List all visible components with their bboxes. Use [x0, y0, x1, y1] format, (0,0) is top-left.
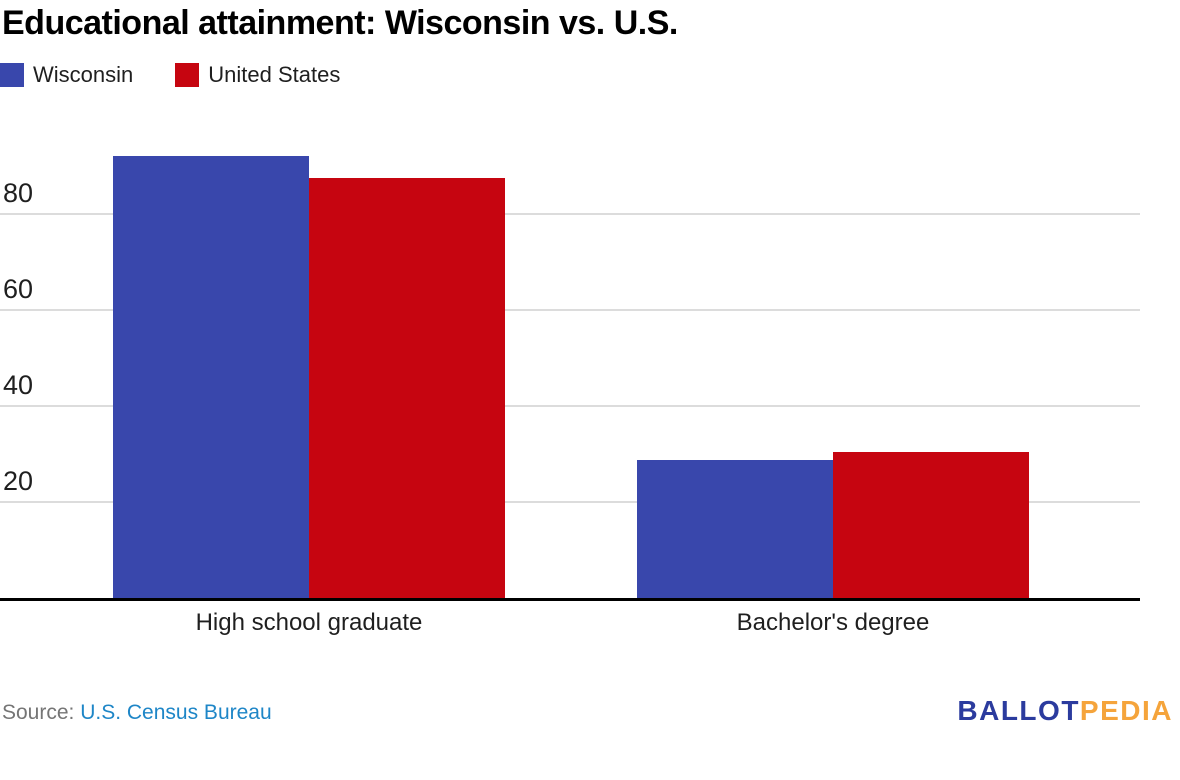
united-states-swatch-icon	[175, 63, 200, 87]
y-axis-label-20: 20	[3, 466, 34, 496]
ballotpedia-logo: BALLOTPEDIA	[957, 695, 1173, 727]
gridline-20	[0, 501, 1140, 503]
legend-item-wisconsin: Wisconsin	[0, 63, 133, 87]
legend-label-wisconsin: Wisconsin	[33, 62, 134, 87]
gridline-40	[0, 405, 1140, 407]
page-title: Educational attainment: Wisconsin vs. U.…	[2, 4, 678, 42]
category-label-high-school: High school graduate	[195, 609, 423, 636]
bar-united-states-cat0	[309, 177, 505, 598]
y-axis-label-60: 60	[3, 274, 34, 304]
bar-wisconsin-cat1	[637, 459, 833, 598]
bar-united-states-cat1	[833, 451, 1029, 598]
category-label-bachelors: Bachelor's degree	[736, 609, 930, 636]
wisconsin-swatch-icon	[0, 63, 24, 87]
plot-area: 20 40 60 80	[0, 121, 1140, 601]
logo-ballot: BALLOT	[957, 695, 1080, 726]
legend-label-united-states: United States	[208, 62, 341, 87]
legend-item-united-states: United States	[175, 63, 340, 87]
source-line: Source: U.S. Census Bureau	[2, 701, 272, 725]
gridline-80	[0, 213, 1140, 215]
y-axis-label-40: 40	[3, 370, 34, 400]
y-axis-label-80: 80	[3, 178, 34, 208]
legend: Wisconsin United States	[0, 63, 340, 87]
bar-wisconsin-cat0	[113, 155, 309, 598]
logo-pedia: PEDIA	[1079, 695, 1173, 726]
source-link[interactable]: U.S. Census Bureau	[80, 701, 272, 724]
gridline-60	[0, 309, 1140, 311]
source-label: Source:	[2, 701, 75, 724]
